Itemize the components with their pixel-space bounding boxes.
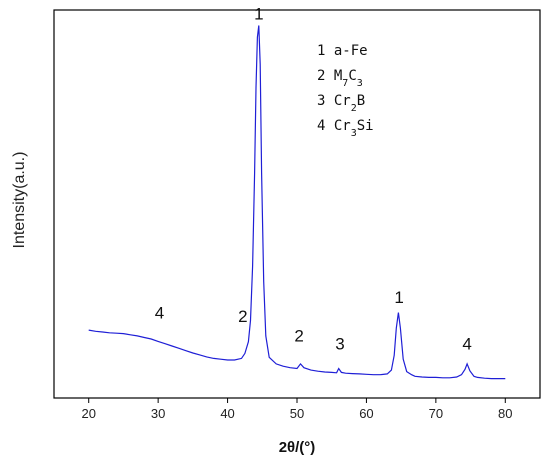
legend-entry: 1 a-Fe [317, 43, 368, 59]
x-axis-title: 2θ/(°) [279, 439, 316, 456]
x-tick-label: 80 [498, 406, 512, 421]
peak-label: 2 [294, 327, 303, 346]
x-axis-ticks [88, 398, 506, 403]
peak-label: 1 [254, 5, 263, 24]
phase-legend: 1 a-Fe 2 M7C3 3 Cr2B 4 Cr3Si [317, 43, 374, 139]
peak-label: 2 [238, 307, 247, 326]
peak-label: 3 [335, 334, 344, 353]
legend-entry: 4 Cr3Si [317, 118, 374, 139]
intensity-series-line [88, 25, 506, 380]
peak-label: 4 [155, 303, 164, 322]
x-tick-label: 50 [290, 406, 304, 421]
x-tick-label: 60 [359, 406, 373, 421]
peak-label: 4 [462, 334, 471, 353]
y-axis-title: Intensity(a.u.) [11, 152, 28, 249]
peak-annotations: 1 2 2 3 1 4 4 [155, 5, 472, 354]
legend-entry: 3 Cr2B [317, 93, 365, 114]
x-axis-tick-labels: 20 30 40 50 60 70 80 [81, 406, 512, 421]
x-tick-label: 70 [429, 406, 443, 421]
legend-entry: 2 M7C3 [317, 68, 363, 89]
peak-label: 1 [394, 288, 403, 307]
x-tick-label: 20 [81, 406, 95, 421]
x-tick-label: 40 [220, 406, 234, 421]
x-tick-label: 30 [151, 406, 165, 421]
